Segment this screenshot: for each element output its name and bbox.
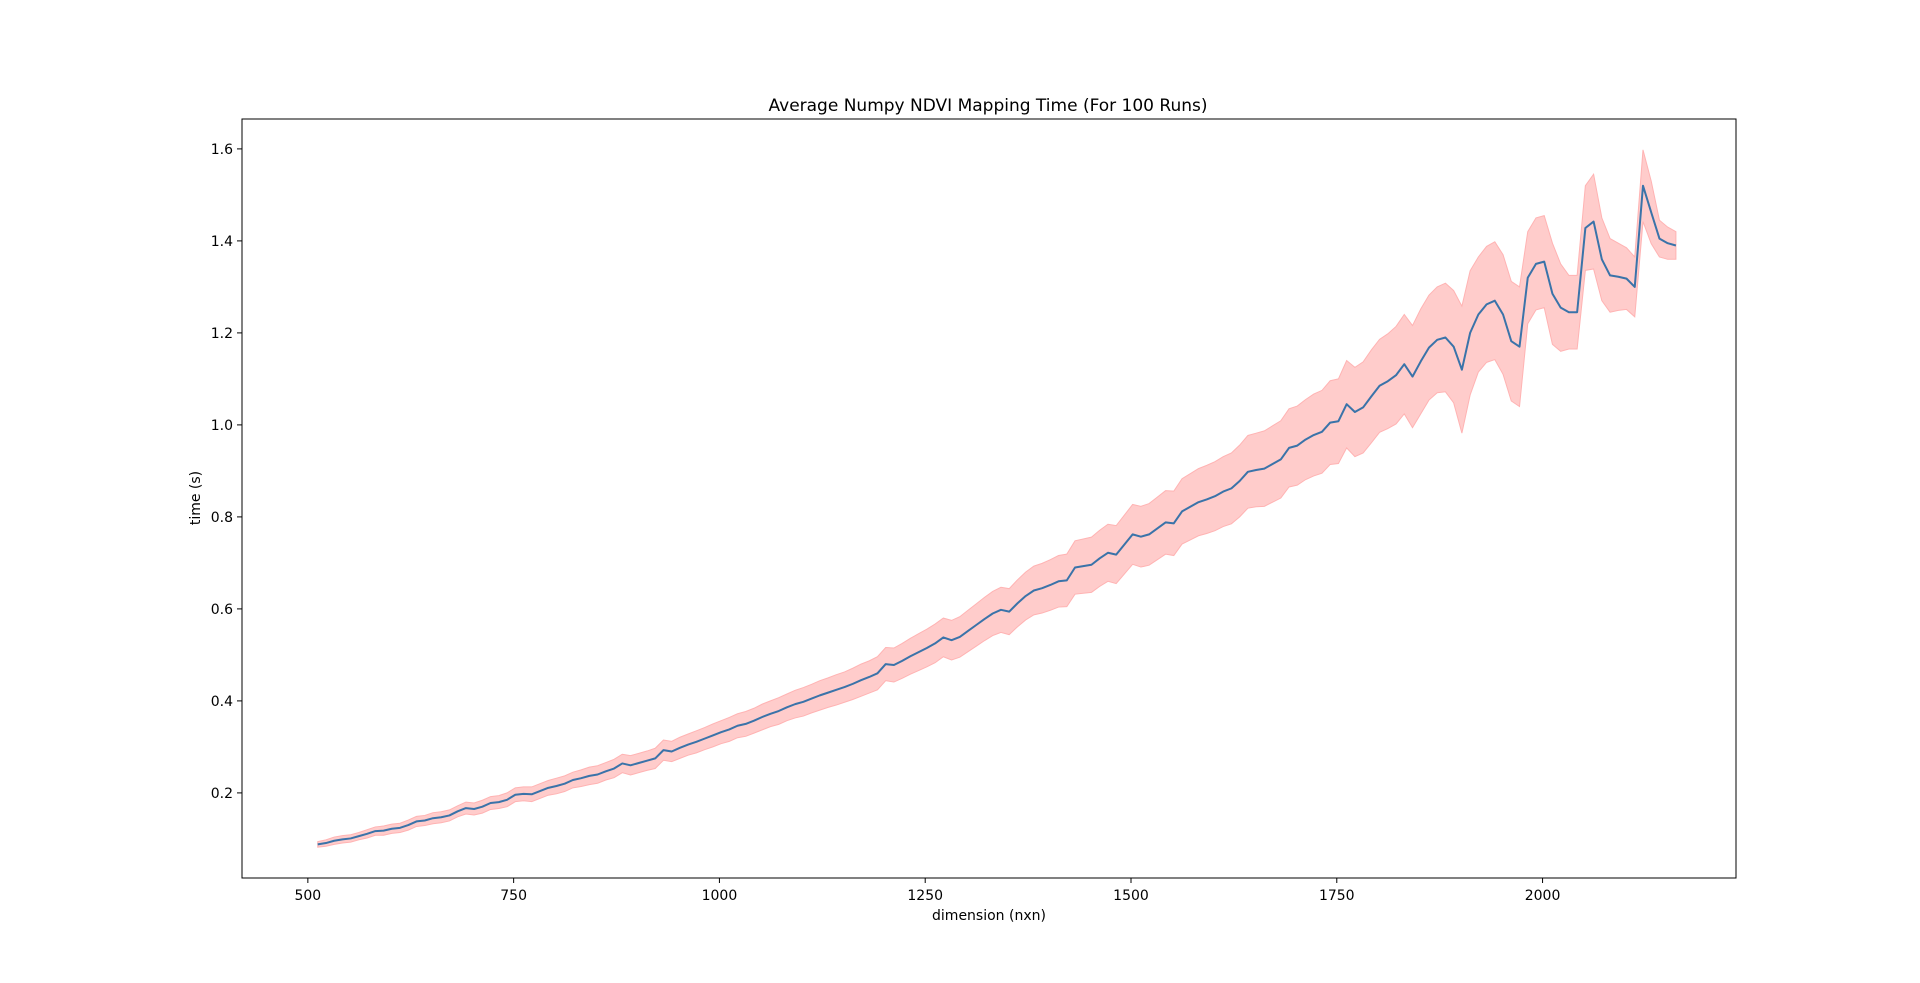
y-tick-label: 0.4 [211,694,233,710]
confidence-band [317,149,1677,848]
y-axis-label: time (s) [188,471,204,525]
y-tick-label: 1.4 [211,234,233,250]
y-tick-label: 0.8 [211,510,233,526]
x-tick-label: 1000 [702,888,738,904]
x-tick-label: 2000 [1525,888,1561,904]
x-tick-label: 500 [294,888,321,904]
y-tick-label: 1.0 [211,418,233,434]
x-axis-label: dimension (nxn) [932,908,1046,924]
x-tick-label: 1750 [1319,888,1355,904]
plot-frame [241,118,1737,879]
x-tick-label: 1500 [1113,888,1149,904]
x-axis-ticks: 500 750 1000 1250 1500 1750 2000 [294,878,1560,904]
y-tick-label: 0.6 [211,602,233,618]
mean-time-line [317,184,1677,846]
x-tick-label: 1250 [907,888,943,904]
y-tick-label: 1.6 [211,142,233,158]
y-axis-ticks: 0.2 0.4 0.6 0.8 1.0 1.2 1.4 1.6 [211,142,242,802]
x-tick-label: 750 [500,888,527,904]
chart-title: Average Numpy NDVI Mapping Time (For 100… [769,96,1208,116]
y-tick-label: 1.2 [211,326,233,342]
y-tick-label: 0.2 [211,786,233,802]
